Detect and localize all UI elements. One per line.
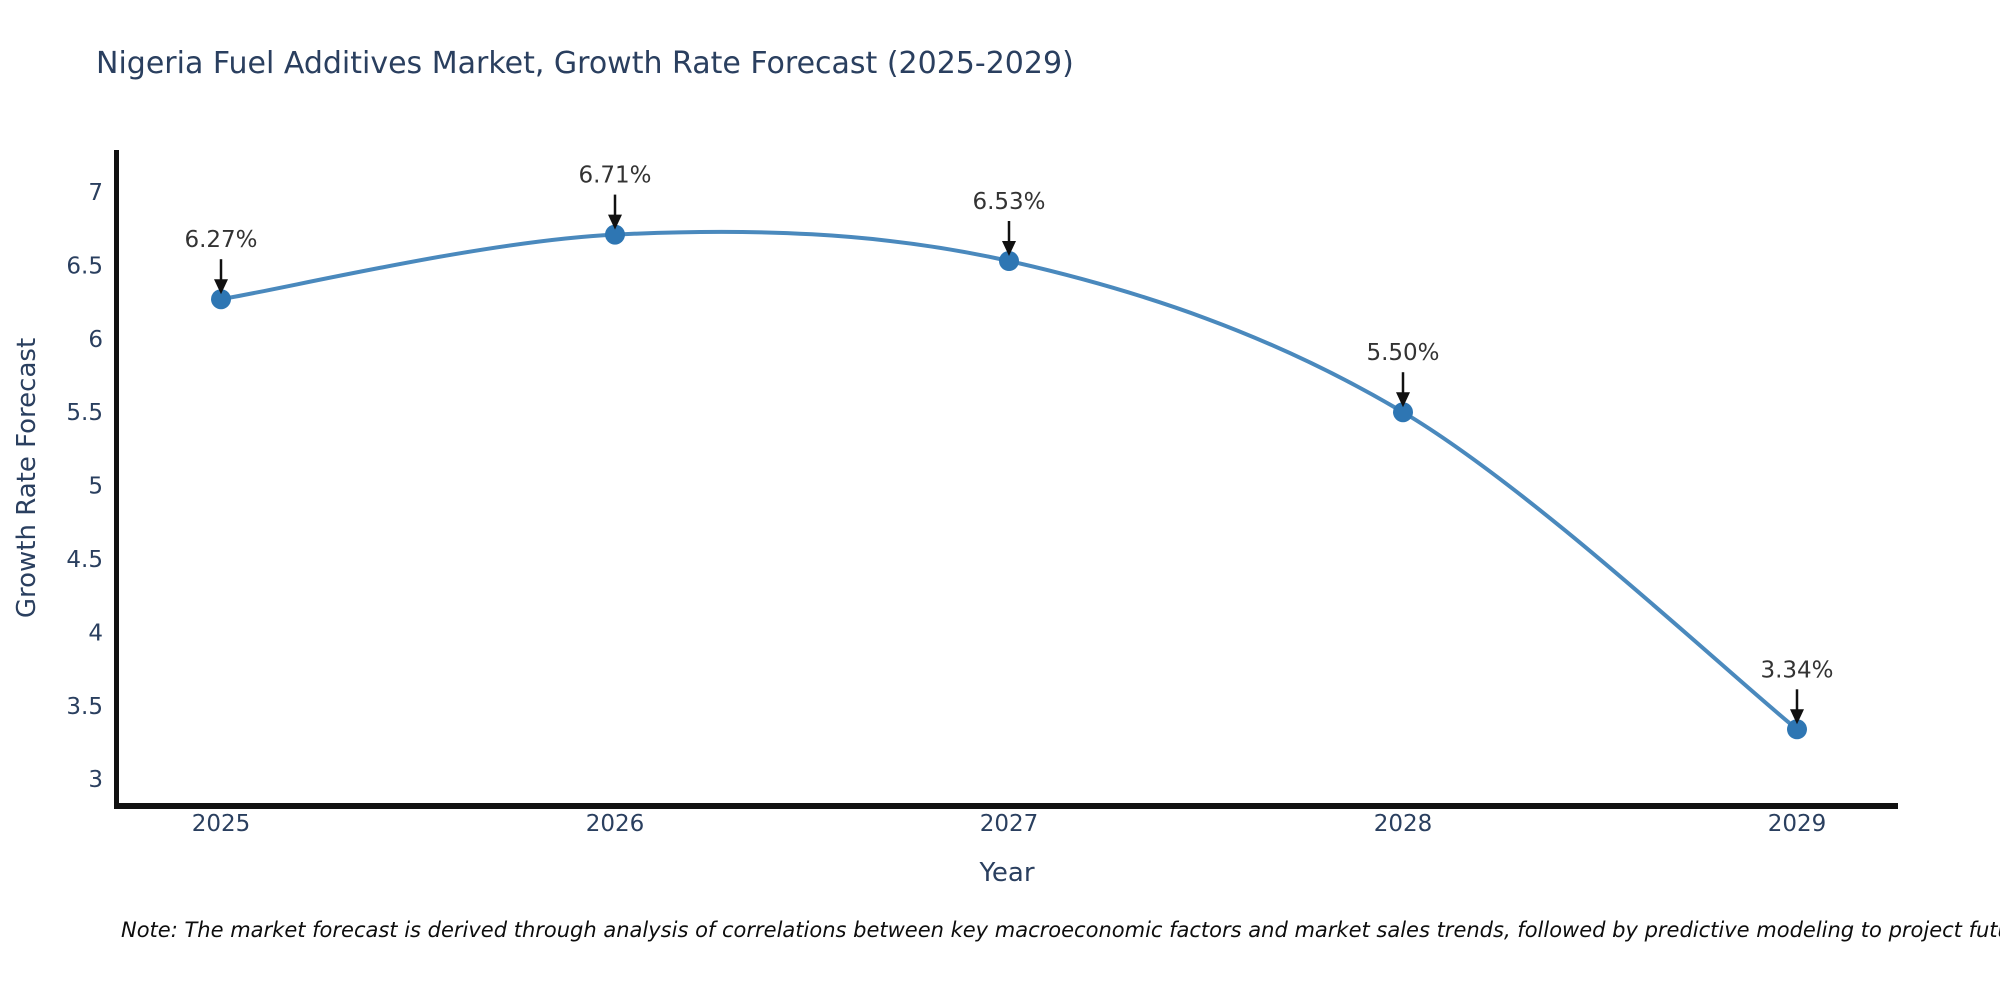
footnote: Note: The market forecast is derived thr…: [121, 918, 2000, 942]
x-tick-label: 2028: [1374, 811, 1433, 837]
x-tick-label: 2027: [980, 811, 1039, 837]
y-axis-title: Growth Rate Forecast: [12, 337, 42, 619]
x-tick-label: 2025: [192, 811, 251, 837]
annotation-arrowhead-icon: [1396, 392, 1410, 408]
annotation-arrowhead-icon: [1790, 709, 1804, 725]
x-axis-title: Year: [979, 858, 1035, 888]
annotation-label: 3.34%: [1760, 657, 1833, 683]
y-tick-label: 7: [88, 180, 103, 206]
forecast-line: [220, 229, 1799, 731]
annotation-label: 6.27%: [184, 227, 257, 253]
y-tick-label: 3: [88, 767, 103, 793]
annotation-label: 5.50%: [1366, 340, 1439, 366]
y-tick-label: 3.5: [66, 694, 103, 720]
data-point: [605, 224, 625, 245]
data-point: [999, 251, 1019, 271]
y-tick-label: 5: [88, 474, 103, 500]
data-point: [1787, 719, 1807, 740]
annotation-arrowhead-icon: [1002, 241, 1016, 256]
annotation-arrowhead-icon: [214, 279, 228, 295]
x-tick-label: 2026: [586, 811, 645, 837]
y-tick-label: 4.5: [66, 547, 103, 573]
annotation-label: 6.71%: [578, 163, 651, 189]
y-axis-line: [114, 150, 119, 809]
x-axis-line: [114, 803, 1898, 809]
y-tick-label: 4: [88, 620, 103, 646]
y-tick-label: 5.5: [66, 400, 103, 426]
annotation-arrowhead-icon: [608, 214, 622, 230]
data-point: [1393, 402, 1413, 423]
annotation-label: 6.53%: [972, 189, 1045, 215]
y-tick-label: 6: [88, 327, 103, 353]
x-tick-label: 2029: [1768, 811, 1827, 837]
chart-title: Nigeria Fuel Additives Market, Growth Ra…: [96, 46, 1074, 81]
data-point: [211, 289, 231, 310]
y-tick-label: 6.5: [66, 253, 103, 279]
